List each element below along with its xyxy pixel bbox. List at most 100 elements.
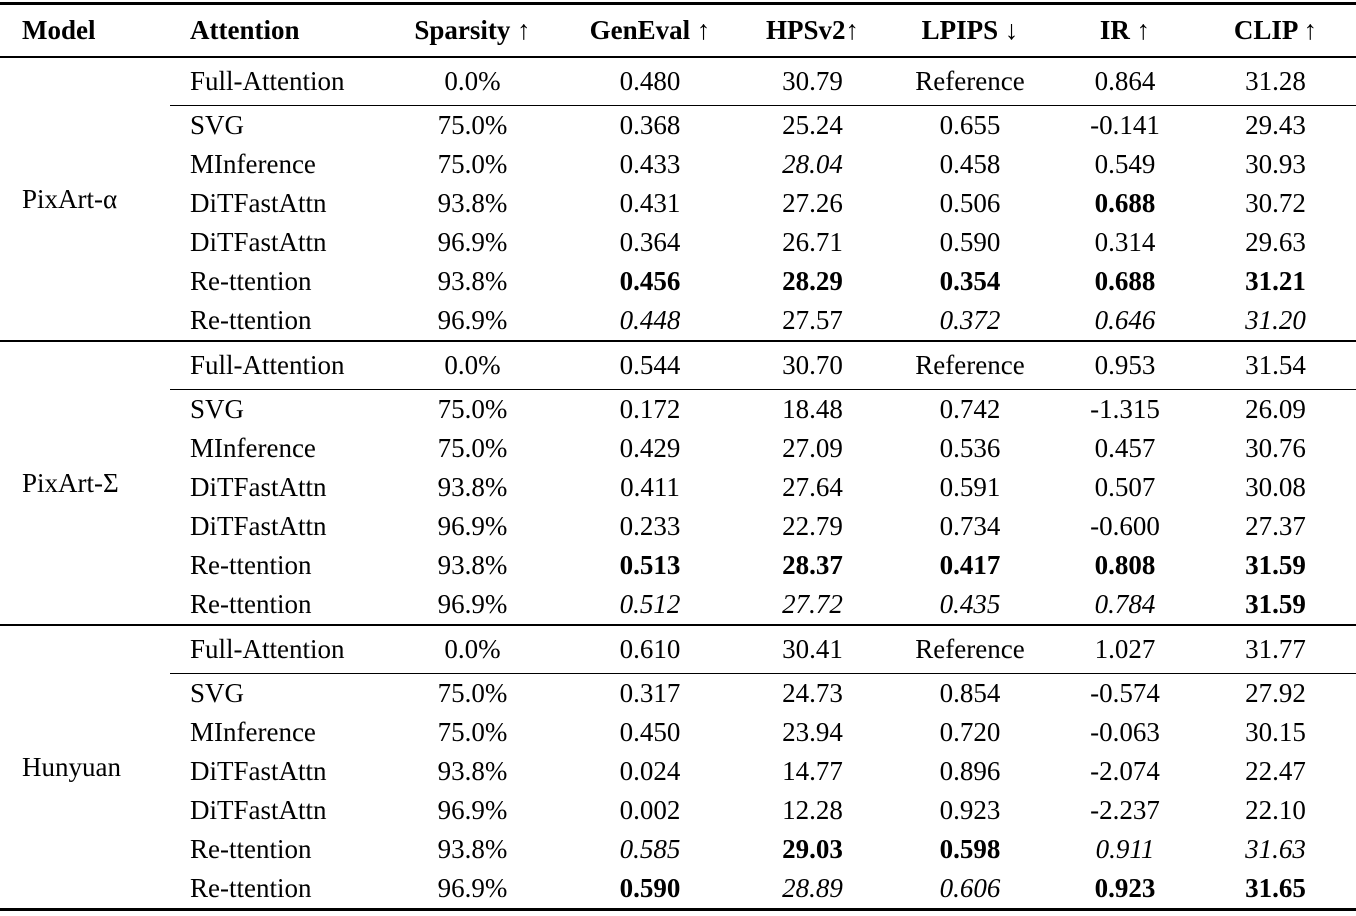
attention-cell: DiTFastAttn — [190, 472, 327, 502]
clip-cell: 30.15 — [1245, 717, 1306, 747]
geneval-cell: 0.429 — [619, 433, 681, 463]
method-row: Re-ttention 93.8% 0.513 28.37 0.417 0.808 31.5… — [0, 546, 1356, 585]
clip-cell: 31.65 — [1195, 869, 1356, 911]
sparsity-cell: 75.0% — [437, 110, 508, 140]
hpsv2-cell: 27.26 — [782, 188, 843, 218]
geneval-cell: 0.512 — [560, 585, 740, 626]
hpsv2-cell: 27.64 — [782, 472, 843, 502]
hpsv2-cell: 18.48 — [782, 394, 843, 424]
attention-cell: Re-ttention — [170, 301, 385, 342]
sparsity-cell: 75.0% — [437, 149, 508, 179]
attention-cell: DiTFastAttn — [190, 188, 327, 218]
attention-cell: Re-ttention — [170, 869, 385, 911]
hpsv2-cell: 24.73 — [782, 678, 843, 708]
clip-cell: 29.63 — [1245, 227, 1306, 257]
results-table-body: PixArt-α Full-Attention 0.0% 0.480 30.79 Refe… — [0, 57, 1356, 911]
ir-cell: 0.953 — [1055, 341, 1195, 390]
lpips-cell: 0.354 — [939, 266, 1001, 296]
hpsv2-cell: 28.89 — [740, 869, 885, 911]
sparsity-cell: 93.8% — [437, 550, 508, 580]
column-header-sparsity: Sparsity ↑ — [385, 3, 560, 58]
attention-cell: SVG — [190, 394, 245, 424]
clip-cell: 31.20 — [1195, 301, 1356, 342]
method-row: Re-ttention 93.8% 0.585 29.03 0.598 0.911 31.6… — [0, 830, 1356, 869]
hpsv2-cell: 27.09 — [782, 433, 843, 463]
attention-cell: MInference — [190, 433, 316, 463]
method-row: Re-ttention 96.9% 0.590 28.89 0.606 0.923 31.6… — [0, 869, 1356, 911]
column-header-hpsv2: HPSv2↑ — [740, 3, 885, 58]
geneval-cell: 0.450 — [619, 717, 681, 747]
lpips-cell: 0.720 — [939, 717, 1001, 747]
hpsv2-cell: 27.72 — [740, 585, 885, 626]
geneval-cell: 0.585 — [619, 834, 681, 864]
ir-cell: 0.507 — [1094, 472, 1156, 502]
attention-cell: Re-ttention — [190, 550, 312, 580]
ir-cell: 0.808 — [1094, 550, 1156, 580]
ir-cell: 0.314 — [1094, 227, 1156, 257]
geneval-cell: 0.590 — [560, 869, 740, 911]
column-header-lpips: LPIPS ↓ — [885, 3, 1055, 58]
attention-cell: Re-ttention — [170, 585, 385, 626]
column-header-model: Model — [0, 3, 170, 58]
geneval-cell: 0.433 — [619, 149, 681, 179]
method-row: DiTFastAttn 96.9% 0.002 12.28 0.923 -2.237 22.… — [0, 791, 1356, 830]
lpips-cell: 0.598 — [939, 834, 1001, 864]
clip-cell: 22.47 — [1245, 756, 1306, 786]
geneval-cell: 0.431 — [619, 188, 681, 218]
sparsity-cell: 96.9% — [385, 301, 560, 342]
hpsv2-cell: 27.57 — [740, 301, 885, 342]
ir-cell: -2.237 — [1090, 795, 1160, 825]
lpips-cell: 0.734 — [939, 511, 1001, 541]
lpips-cell: 0.896 — [939, 756, 1001, 786]
lpips-cell: Reference — [885, 625, 1055, 674]
geneval-cell: 0.024 — [619, 756, 681, 786]
sparsity-cell: 0.0% — [385, 341, 560, 390]
hpsv2-cell: 14.77 — [782, 756, 843, 786]
hpsv2-cell: 25.24 — [782, 110, 843, 140]
hpsv2-cell: 28.04 — [782, 149, 843, 179]
column-header-ir: IR ↑ — [1055, 3, 1195, 58]
lpips-cell: 0.606 — [885, 869, 1055, 911]
sparsity-cell: 93.8% — [437, 472, 508, 502]
sparsity-cell: 75.0% — [437, 717, 508, 747]
clip-cell: 30.93 — [1245, 149, 1306, 179]
geneval-cell: 0.172 — [619, 394, 681, 424]
lpips-cell: Reference — [885, 341, 1055, 390]
lpips-cell: Reference — [885, 57, 1055, 106]
ir-cell: 0.911 — [1095, 834, 1155, 864]
lpips-cell: 0.591 — [939, 472, 1001, 502]
ir-cell: 0.646 — [1055, 301, 1195, 342]
attention-cell: DiTFastAttn — [190, 756, 327, 786]
attention-cell: Re-ttention — [190, 266, 312, 296]
ir-cell: -0.600 — [1090, 511, 1160, 541]
geneval-cell: 0.233 — [619, 511, 681, 541]
column-header-clip: CLIP ↑ — [1195, 3, 1356, 58]
method-row: DiTFastAttn 96.9% 0.233 22.79 0.734 -0.600 27.… — [0, 507, 1356, 546]
method-row: Re-ttention 93.8% 0.456 28.29 0.354 0.688 31.2… — [0, 262, 1356, 301]
attention-cell: DiTFastAttn — [190, 511, 327, 541]
hpsv2-cell: 22.79 — [782, 511, 843, 541]
hpsv2-cell: 26.71 — [782, 227, 843, 257]
clip-cell: 22.10 — [1245, 795, 1306, 825]
attention-cell: SVG — [190, 678, 245, 708]
ir-cell: 0.784 — [1055, 585, 1195, 626]
sparsity-cell: 96.9% — [437, 511, 508, 541]
ir-cell: 1.027 — [1055, 625, 1195, 674]
geneval-cell: 0.480 — [560, 57, 740, 106]
ir-cell: 0.688 — [1094, 266, 1156, 296]
model-label: PixArt-Σ — [0, 341, 170, 626]
model-label: Hunyuan — [0, 625, 170, 911]
lpips-cell: 0.417 — [939, 550, 1001, 580]
attention-cell: Full-Attention — [170, 57, 385, 106]
hpsv2-cell: 28.37 — [782, 550, 843, 580]
method-row: MInference 75.0% 0.450 23.94 0.720 -0.063 30.1… — [0, 713, 1356, 752]
clip-cell: 31.21 — [1245, 266, 1306, 296]
method-row: Re-ttention 96.9% 0.448 27.57 0.372 0.646 31.2… — [0, 301, 1356, 342]
clip-cell: 30.08 — [1245, 472, 1306, 502]
table-header: Model Attention Sparsity ↑ GenEval ↑ HPS… — [0, 3, 1356, 58]
hpsv2-cell: 30.79 — [740, 57, 885, 106]
attention-cell: DiTFastAttn — [190, 795, 327, 825]
ir-cell: 0.864 — [1055, 57, 1195, 106]
sparsity-cell: 75.0% — [437, 394, 508, 424]
